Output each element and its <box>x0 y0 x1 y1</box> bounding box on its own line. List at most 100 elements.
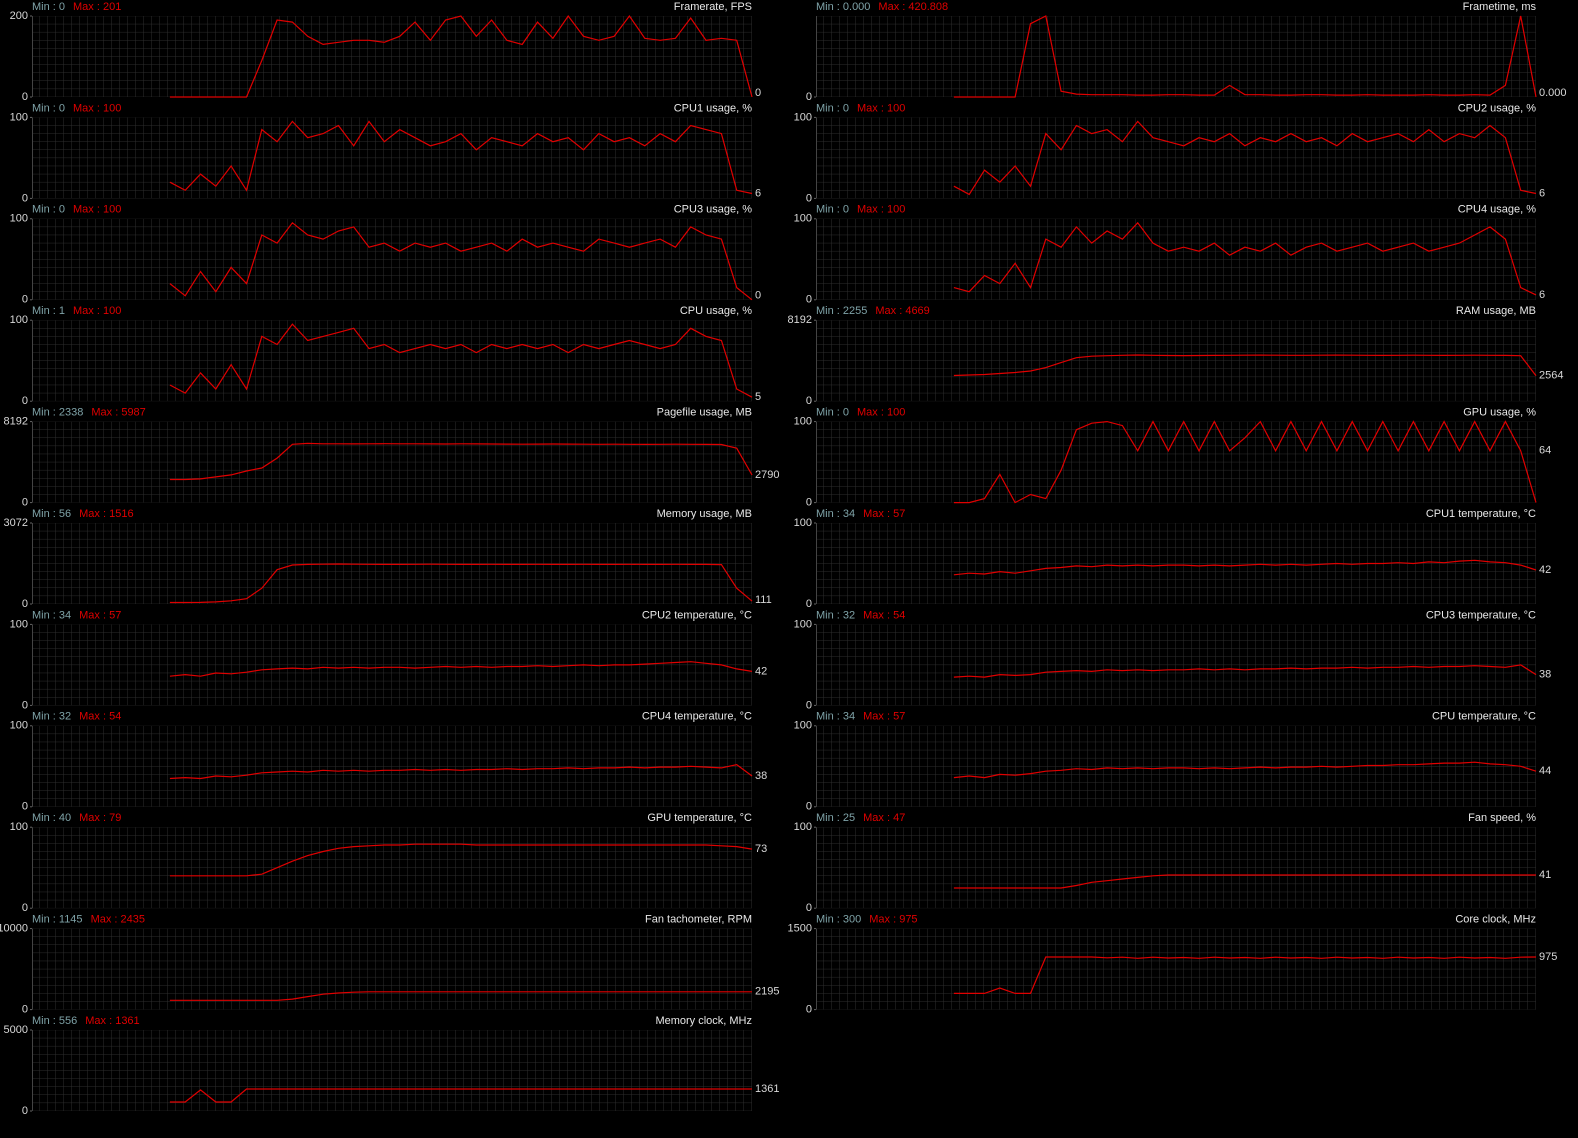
min-label: Min : 34 <box>816 508 855 520</box>
min-label: Min : 34 <box>816 711 855 723</box>
max-label: Max : 57 <box>863 508 905 520</box>
current-value: 0 <box>755 87 761 99</box>
chart-title: CPU3 temperature, °C <box>1426 609 1536 621</box>
data-line <box>169 1088 752 1103</box>
y-tick-label: 100 <box>10 821 28 833</box>
data-line <box>169 221 753 301</box>
monitor-panel: Min : 32 Max : 54 CPU4 temperature, °C 0 100… <box>10 711 768 813</box>
grid <box>816 16 1536 97</box>
plot-area <box>30 623 752 706</box>
max-label: Max : 47 <box>863 812 905 824</box>
y-tick-label: 0 <box>22 1105 28 1117</box>
current-value: 6 <box>1539 187 1545 199</box>
chart-title: CPU temperature, °C <box>1432 711 1536 723</box>
plot-area <box>814 16 1536 98</box>
y-tick-label: 0 <box>806 902 812 914</box>
y-tick-label: 10000 <box>0 923 28 935</box>
y-tick-label: 0 <box>22 497 28 509</box>
y-tick-label: 0 <box>806 699 812 711</box>
y-tick-label: 0 <box>22 598 28 610</box>
y-tick-label: 0 <box>806 91 812 103</box>
max-label: Max : 79 <box>79 812 121 824</box>
current-value: 44 <box>1539 765 1551 777</box>
monitor-panel: Min : 1 Max : 100 CPU usage, % 0 100 5 <box>10 305 761 407</box>
data-line <box>169 323 753 398</box>
y-tick-label: 100 <box>794 821 812 833</box>
chart-title: CPU4 temperature, °C <box>642 711 752 723</box>
data-line <box>953 559 1537 576</box>
min-label: Min : 25 <box>816 812 855 824</box>
y-tick-label: 0 <box>806 598 812 610</box>
grid <box>32 827 752 909</box>
monitor-panel: Min : 1145 Max : 2435 Fan tachometer, RPM 0… <box>0 914 779 1016</box>
y-tick-label: 0 <box>22 395 28 407</box>
grid <box>32 421 752 503</box>
min-label: Min : 0 <box>32 102 65 114</box>
max-label: Max : 57 <box>863 711 905 723</box>
data-line <box>169 563 753 604</box>
monitor-panel: Min : 300 Max : 975 Core clock, MHz 0 1500 97… <box>788 914 1558 1016</box>
monitor-panel: Min : 2255 Max : 4669 RAM usage, MB 0 8192 25… <box>788 305 1564 407</box>
monitor-panel: Min : 34 Max : 57 CPU2 temperature, °C 0 100… <box>10 609 768 711</box>
current-value: 38 <box>1539 669 1551 681</box>
current-value: 38 <box>755 770 767 782</box>
grid <box>32 16 752 97</box>
plot-area <box>30 522 752 605</box>
chart-title: CPU1 usage, % <box>674 102 752 114</box>
max-label: Max : 1516 <box>79 508 133 520</box>
plot-area <box>30 15 752 98</box>
monitor-panel: Min : 25 Max : 47 Fan speed, % 0 100 41 <box>794 812 1552 914</box>
grid <box>32 523 752 604</box>
max-label: Max : 100 <box>73 204 121 216</box>
grid <box>32 725 752 807</box>
max-label: Max : 4669 <box>875 305 929 317</box>
chart-title: Fan speed, % <box>1468 812 1536 824</box>
current-value: 2564 <box>1539 370 1563 382</box>
max-label: Max : 57 <box>79 609 121 621</box>
chart-title: CPU2 usage, % <box>1458 102 1536 114</box>
current-value: 975 <box>1539 951 1557 963</box>
data-line <box>169 661 753 677</box>
y-tick-label: 100 <box>794 720 812 732</box>
plot-area <box>814 826 1536 909</box>
data-line <box>953 956 1537 994</box>
data-line <box>953 420 1537 504</box>
plot-area <box>30 725 752 808</box>
y-tick-label: 1500 <box>788 923 812 935</box>
monitor-panel: Min : 40 Max : 79 GPU temperature, °C 0 100 7… <box>10 812 768 914</box>
min-label: Min : 1145 <box>32 914 83 926</box>
grid <box>32 117 752 199</box>
plot-area <box>30 826 752 909</box>
data-line <box>169 843 753 877</box>
y-tick-label: 0 <box>22 91 28 103</box>
current-value: 5 <box>755 391 761 403</box>
y-tick-label: 0 <box>806 395 812 407</box>
y-tick-label: 5000 <box>4 1024 28 1036</box>
min-label: Min : 1 <box>32 305 65 317</box>
data-line <box>953 874 1536 889</box>
min-label: Min : 0 <box>32 1 65 13</box>
min-label: Min : 2338 <box>32 407 83 419</box>
data-line <box>953 15 1537 98</box>
max-label: Max : 100 <box>857 407 905 419</box>
monitor-panel: Min : 56 Max : 1516 Memory usage, MB 0 3072 1… <box>4 508 772 610</box>
chart-title: GPU usage, % <box>1463 407 1536 419</box>
min-label: Min : 34 <box>32 609 71 621</box>
chart-title: GPU temperature, °C <box>647 812 752 824</box>
grid <box>816 725 1536 807</box>
y-tick-label: 100 <box>794 618 812 630</box>
plot-area <box>814 623 1536 706</box>
y-tick-label: 8192 <box>4 416 28 428</box>
chart-title: Memory usage, MB <box>657 508 752 520</box>
max-label: Max : 201 <box>73 1 121 13</box>
max-label: Max : 1361 <box>85 1015 139 1027</box>
current-value: 1361 <box>755 1083 779 1095</box>
current-value: 42 <box>1539 564 1551 576</box>
chart-title: Framerate, FPS <box>674 1 752 13</box>
plot-area <box>30 1029 752 1112</box>
min-label: Min : 0 <box>816 407 849 419</box>
min-label: Min : 56 <box>32 508 71 520</box>
data-line <box>169 764 753 780</box>
grid <box>816 218 1536 300</box>
